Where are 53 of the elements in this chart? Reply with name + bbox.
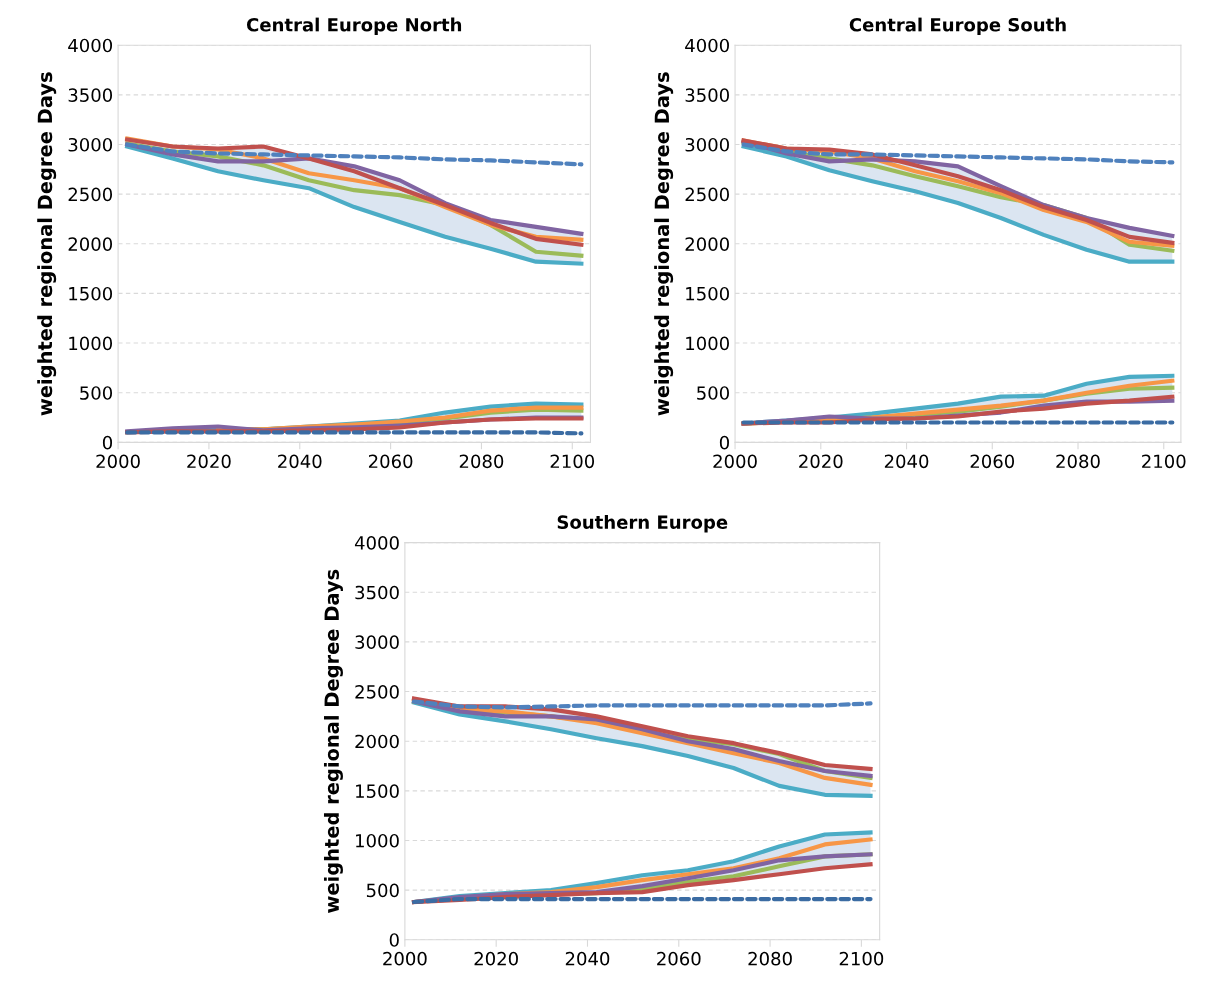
y-tick-label: 2000 xyxy=(685,237,729,251)
y-tick-label: 1500 xyxy=(686,286,729,301)
x-tick-label: 2100 xyxy=(839,951,884,966)
y-tick-label: 4000 xyxy=(685,38,729,53)
x-tick-label: 2060 xyxy=(368,454,413,469)
y-tick-label: 1000 xyxy=(69,336,113,351)
y-tick-label: 500 xyxy=(366,883,399,898)
line-series xyxy=(741,142,1175,165)
y-tick-label: 500 xyxy=(697,386,729,400)
chart-title: Central Europe North xyxy=(246,17,462,36)
y-tick-label: 2000 xyxy=(355,734,399,749)
x-tick-label: 2080 xyxy=(459,454,504,469)
y-tick-label: 3000 xyxy=(355,635,399,650)
x-tick-label: 2080 xyxy=(1056,454,1100,469)
x-tick-label: 2060 xyxy=(657,951,701,966)
x-tick-label: 2020 xyxy=(187,454,231,469)
x-tick-label: 2060 xyxy=(970,454,1015,469)
x-tick-label: 2020 xyxy=(474,951,518,966)
y-tick-label: 3500 xyxy=(68,88,113,102)
chart-title: Southern Europe xyxy=(557,515,728,533)
y-tick-label: 1500 xyxy=(69,286,113,301)
y-axis-title: weighted regional Degree Days xyxy=(37,72,57,416)
chart-title: Central Europe South xyxy=(849,17,1066,36)
x-tick-label: 2040 xyxy=(565,951,610,966)
y-tick-label: 3000 xyxy=(685,137,729,152)
y-axis-title: weighted regional Degree Days xyxy=(654,72,674,416)
y-tick-label: 3000 xyxy=(68,137,113,152)
y-tick-label: 3500 xyxy=(355,585,399,600)
y-tick-label: 1000 xyxy=(356,833,399,848)
x-tick-label: 2020 xyxy=(799,454,843,469)
y-tick-label: 4000 xyxy=(354,536,399,550)
y-tick-label: 0 xyxy=(102,435,113,450)
y-tick-label: 2500 xyxy=(68,187,113,202)
x-tick-label: 2040 xyxy=(884,454,929,469)
x-tick-label: 2080 xyxy=(748,951,792,966)
y-tick-label: 500 xyxy=(80,386,113,400)
line-series xyxy=(125,142,584,167)
y-tick-label: 2000 xyxy=(68,237,113,251)
y-tick-label: 0 xyxy=(719,435,729,450)
x-tick-label: 2100 xyxy=(1142,454,1186,469)
x-tick-label: 2040 xyxy=(278,454,322,469)
y-tick-label: 3500 xyxy=(685,88,729,102)
y-axis-title: weighted regional Degree Days xyxy=(323,569,343,913)
y-tick-label: 2500 xyxy=(355,685,399,699)
y-tick-label: 4000 xyxy=(68,38,113,53)
y-tick-label: 1500 xyxy=(356,784,399,798)
x-tick-label: 2000 xyxy=(383,951,427,966)
x-tick-label: 2000 xyxy=(96,454,140,469)
y-tick-label: 1000 xyxy=(686,336,729,351)
x-tick-label: 2100 xyxy=(550,454,595,469)
y-tick-label: 2500 xyxy=(685,187,729,202)
x-tick-label: 2000 xyxy=(713,454,757,469)
y-tick-label: 0 xyxy=(389,933,399,947)
